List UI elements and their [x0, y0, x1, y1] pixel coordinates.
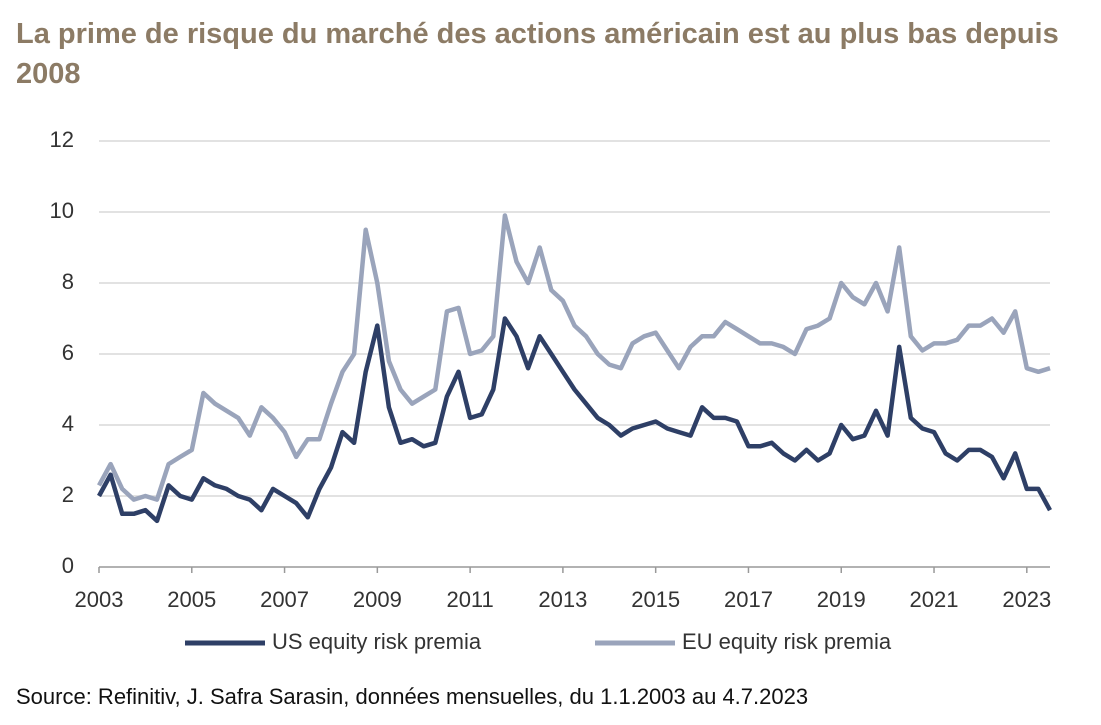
legend-label: EU equity risk premia [682, 629, 892, 654]
x-tick-label: 2003 [75, 587, 124, 612]
series-line [97, 213, 1051, 502]
y-tick-label: 6 [62, 340, 74, 365]
x-tick-label: 2007 [260, 587, 309, 612]
y-tick-label: 10 [50, 198, 74, 223]
x-tick-label: 2009 [353, 587, 402, 612]
x-tick-label: 2005 [167, 587, 216, 612]
x-tick-label: 2015 [631, 587, 680, 612]
chart-title: La prime de risque du marché des actions… [16, 18, 1059, 90]
series-line [97, 316, 1052, 524]
x-tick-label: 2021 [910, 587, 959, 612]
legend-label: US equity risk premia [272, 629, 482, 654]
y-tick-label: 4 [62, 411, 74, 436]
x-tick-label: 2019 [817, 587, 866, 612]
y-tick-label: 12 [50, 127, 74, 152]
chart: 0 2 4 6 8 10 12 2003 2005 2007 2009 2011 2013 2015 201… [50, 127, 1052, 654]
y-tick-label: 8 [62, 269, 74, 294]
source-note: Source: Refinitiv, J. Safra Sarasin, don… [16, 684, 809, 709]
x-tick-label: 2017 [724, 587, 773, 612]
x-tick-label: 2023 [1002, 587, 1051, 612]
y-tick-label: 2 [62, 482, 74, 507]
x-tick-label: 2011 [446, 587, 493, 612]
x-tick-label: 2013 [538, 587, 587, 612]
y-tick-label: 0 [62, 553, 74, 578]
